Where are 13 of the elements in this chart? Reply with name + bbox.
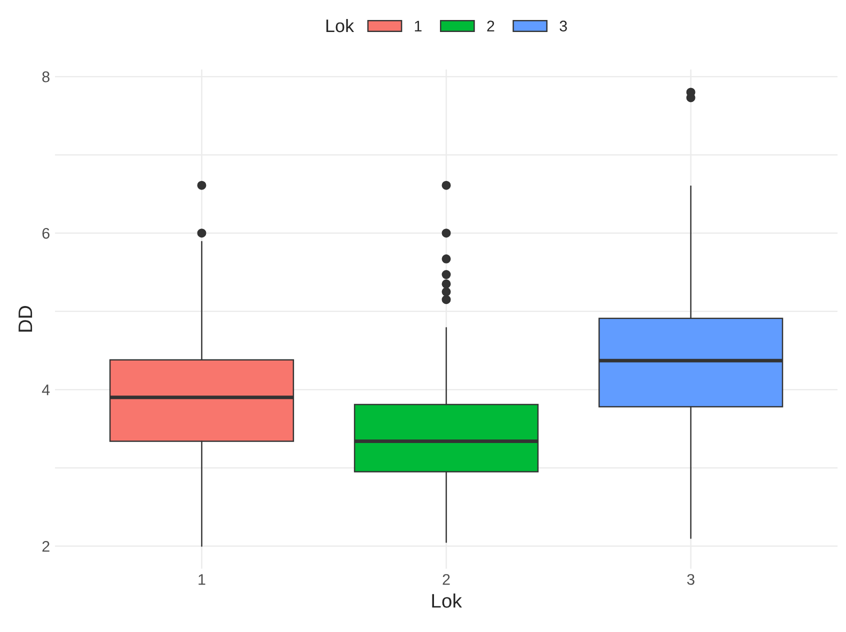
x-tick-label: 2: [442, 574, 450, 585]
y-tick-label: 6: [42, 228, 50, 239]
y-axis-title: DD: [18, 306, 32, 332]
y-tick-label: 8: [42, 71, 50, 82]
x-tick-label: 3: [687, 574, 694, 585]
x-tick-label: 1: [198, 574, 206, 585]
y-tick-label: 2: [42, 540, 50, 552]
y-tick-label: 4: [42, 384, 50, 396]
legend-title: Lok: [326, 18, 354, 32]
legend-label: 3: [560, 20, 567, 32]
x-axis-title: Lok: [432, 593, 462, 608]
legend-label: 2: [487, 20, 494, 32]
legend-label: 1: [414, 20, 422, 32]
